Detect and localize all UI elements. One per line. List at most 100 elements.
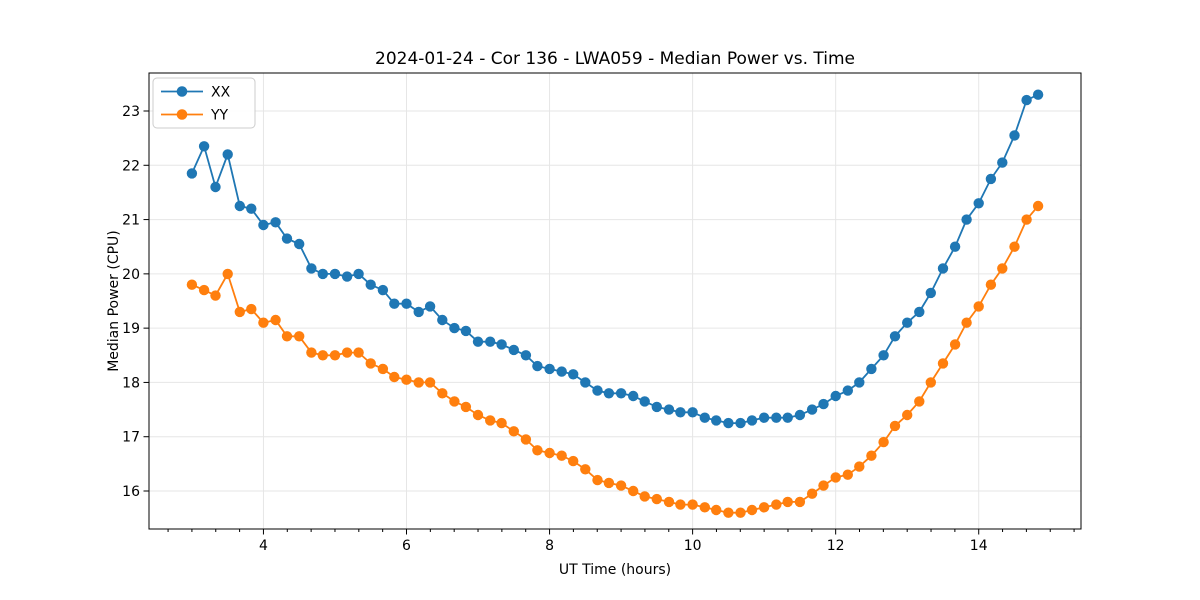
data-point-yy (711, 504, 722, 516)
data-point-yy (317, 350, 328, 361)
data-point-yy (758, 502, 770, 513)
data-point-xx (889, 331, 901, 342)
y-tick-label: 18 (122, 375, 140, 391)
y-tick-label: 23 (122, 104, 140, 120)
data-point-xx (329, 268, 341, 280)
data-point-yy (246, 303, 257, 315)
data-point-xx (973, 198, 984, 209)
data-point-xx (711, 415, 722, 426)
data-point-xx (902, 317, 913, 328)
x-tick-label: 4 (259, 538, 268, 554)
data-point-yy (937, 358, 949, 369)
data-point-yy (603, 477, 615, 489)
data-point-yy (424, 377, 436, 388)
data-point-yy (270, 314, 281, 326)
data-point-xx (961, 214, 972, 225)
data-point-xx (234, 200, 245, 212)
data-point-yy (258, 317, 269, 328)
data-point-xx (615, 388, 627, 399)
data-point-yy (413, 377, 424, 388)
data-point-xx (210, 181, 221, 193)
data-point-xx (1032, 89, 1044, 100)
data-point-yy (973, 301, 984, 312)
data-point-xx (997, 157, 1008, 168)
data-point-yy (735, 507, 746, 518)
data-point-yy (651, 493, 662, 505)
data-point-xx (937, 263, 949, 274)
legend-marker-yy (176, 109, 188, 120)
data-point-xx (758, 412, 770, 423)
data-point-yy (365, 358, 376, 369)
y-axis-label: Median Power (CPU) (106, 230, 122, 372)
legend: XX YY (152, 77, 256, 129)
data-point-yy (341, 347, 353, 358)
data-point-yy (460, 401, 472, 413)
data-point-xx (1009, 130, 1020, 141)
data-point-xx (878, 350, 889, 361)
data-point-yy (842, 469, 853, 480)
data-point-yy (222, 268, 233, 280)
data-point-xx (854, 377, 865, 388)
data-point-xx (842, 385, 853, 396)
data-point-yy (723, 507, 734, 518)
data-point-xx (592, 385, 603, 396)
data-point-yy (592, 474, 603, 486)
data-point-xx (341, 271, 353, 282)
data-point-yy (508, 426, 519, 437)
data-point-yy (639, 491, 650, 502)
data-point-xx (520, 350, 532, 361)
y-tick-label: 21 (122, 213, 140, 229)
chart-title: 2024-01-24 - Cor 136 - LWA059 - Median P… (375, 49, 855, 69)
data-point-yy (281, 331, 293, 342)
data-point-xx (532, 360, 543, 372)
data-point-xx (628, 390, 639, 402)
data-point-yy (437, 388, 448, 399)
data-point-yy (746, 504, 758, 516)
data-point-yy (818, 480, 829, 491)
data-point-xx (413, 306, 424, 318)
plot-layer: 4 6 8 10 12 14 16 17 18 19 20 21 22 23 (122, 72, 1082, 554)
data-point-xx (723, 417, 734, 429)
data-point-yy (997, 263, 1008, 274)
data-point-xx (568, 369, 579, 380)
data-point-xx (675, 407, 686, 418)
data-point-yy (663, 496, 675, 508)
data-point-yy (520, 434, 532, 445)
data-point-xx (746, 415, 758, 426)
data-point-yy (794, 496, 806, 508)
data-point-xx (198, 141, 210, 152)
data-point-yy (210, 290, 221, 301)
data-point-yy (771, 499, 782, 510)
data-point-xx (663, 404, 675, 415)
data-point-xx (460, 325, 472, 337)
data-point-yy (485, 415, 496, 426)
data-point-xx (186, 168, 198, 179)
data-point-yy (699, 502, 710, 513)
data-point-xx (222, 149, 233, 160)
data-point-xx (424, 301, 436, 312)
data-point-yy (234, 306, 245, 318)
data-point-yy (532, 445, 543, 456)
data-point-xx (794, 409, 806, 421)
data-point-xx (771, 412, 782, 423)
data-point-xx (687, 407, 698, 418)
data-point-xx (544, 363, 555, 375)
y-tick-label: 19 (122, 321, 140, 337)
data-point-yy (806, 488, 818, 499)
legend-box (152, 77, 256, 129)
data-point-xx (508, 344, 519, 356)
data-point-yy (568, 455, 579, 467)
plot-border (148, 72, 1082, 530)
data-point-xx (735, 417, 746, 429)
data-point-yy (961, 317, 972, 328)
data-point-xx (651, 401, 662, 413)
y-tick-label: 22 (122, 158, 140, 174)
data-point-yy (544, 447, 555, 459)
x-tick-label: 12 (827, 538, 845, 554)
data-point-yy (186, 279, 198, 290)
data-point-yy (687, 499, 698, 510)
data-point-yy (889, 420, 901, 432)
data-point-xx (925, 287, 936, 299)
data-point-xx (830, 390, 841, 402)
